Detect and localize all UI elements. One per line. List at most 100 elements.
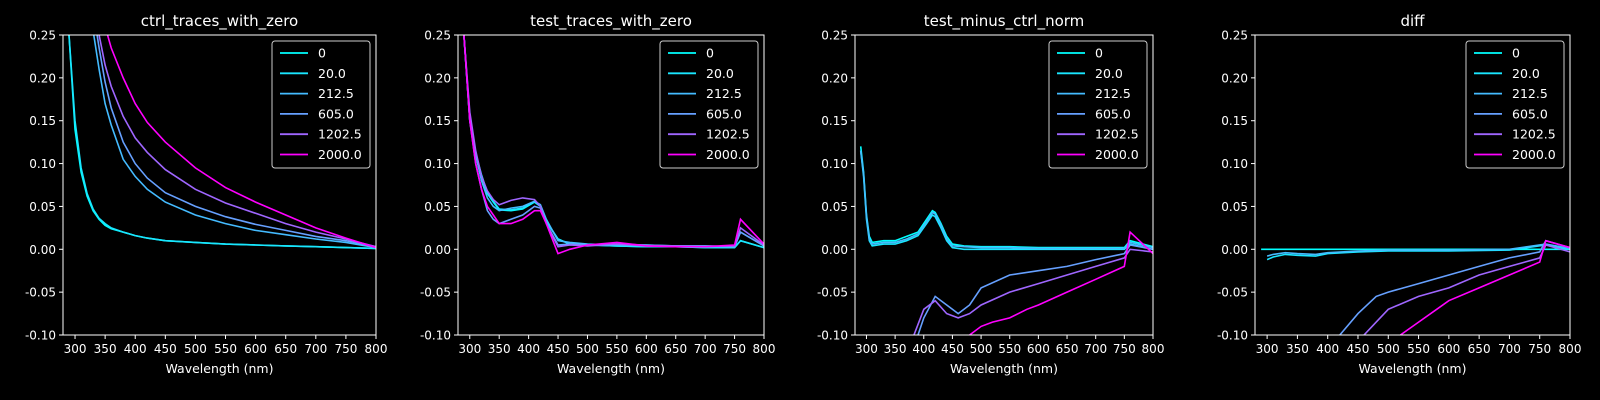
- y-tick-label: 0.25: [821, 29, 848, 43]
- x-tick-label: 600: [1027, 342, 1050, 356]
- legend-label: 20.0: [1095, 66, 1123, 81]
- x-tick-label: 300: [1256, 342, 1279, 356]
- legend-label: 1202.5: [1095, 127, 1139, 142]
- series-group: [1261, 239, 1570, 335]
- y-tick-label: 0.00: [424, 243, 451, 257]
- x-tick-label: 550: [1407, 342, 1430, 356]
- y-tick-label: 0.10: [821, 157, 848, 171]
- legend-label: 0: [318, 46, 326, 61]
- y-tick-label: -0.05: [817, 286, 848, 300]
- chart-panel-3: test_minus_ctrl_norm -0.10 -0.05 0.00 0.05 0.…: [817, 12, 1165, 376]
- x-tick-label: 700: [1084, 342, 1107, 356]
- legend-label: 20.0: [706, 66, 734, 81]
- x-tick-label: 650: [274, 342, 297, 356]
- y-tick-label: 0.05: [821, 200, 848, 214]
- y-tick-label: 0.00: [821, 243, 848, 257]
- x-tick-label: 400: [1316, 342, 1339, 356]
- x-axis-label: Wavelength (nm): [166, 361, 274, 376]
- series-line-212.5: [92, 35, 376, 249]
- legend: 0 20.0 212.5 605.0 1202.5 2000.0: [1048, 40, 1148, 169]
- y-tick-label: 0.20: [424, 71, 451, 85]
- series-group: [859, 146, 1153, 335]
- y-tick-label: 0.05: [1221, 200, 1248, 214]
- x-axis-label: Wavelength (nm): [557, 361, 665, 376]
- series-line-212.5: [859, 150, 1153, 250]
- x-tick-label: 800: [1142, 342, 1165, 356]
- x-tick-label: 600: [1437, 342, 1460, 356]
- y-tick-label: -0.05: [420, 286, 451, 300]
- legend: 0 20.0 212.5 605.0 1202.5 2000.0: [271, 40, 371, 169]
- chart-panel-4: diff -0.10 -0.05 0.00 0.05 0.10 0.15 0.20 0.25 30…: [1217, 12, 1582, 376]
- chart-title: diff: [1400, 12, 1425, 30]
- x-tick-label: 650: [1468, 342, 1491, 356]
- legend: 0 20.0 212.5 605.0 1202.5 2000.0: [1465, 40, 1565, 169]
- legend-label: 2000.0: [318, 147, 362, 162]
- y-tick-label: 0.05: [29, 200, 56, 214]
- x-tick-label: 650: [1056, 342, 1079, 356]
- x-tick-label: 500: [1377, 342, 1400, 356]
- x-tick-label: 800: [753, 342, 776, 356]
- y-tick-label: 0.15: [821, 114, 848, 128]
- legend-label: 1202.5: [318, 127, 362, 142]
- x-tick-label: 400: [912, 342, 935, 356]
- x-tick-label: 750: [723, 342, 746, 356]
- x-tick-label: 750: [1113, 342, 1136, 356]
- x-tick-label: 300: [855, 342, 878, 356]
- y-tick-label: -0.10: [420, 329, 451, 343]
- x-tick-label: 300: [458, 342, 481, 356]
- x-tick-label: 350: [1286, 342, 1309, 356]
- legend-label: 605.0: [1095, 106, 1131, 121]
- x-tick-label: 550: [605, 342, 628, 356]
- y-tick-label: 0.00: [1221, 243, 1248, 257]
- x-axis-label: Wavelength (nm): [1359, 361, 1467, 376]
- x-tick-label: 500: [184, 342, 207, 356]
- chart-panel-2: test_traces_with_zero -0.10 -0.05 0.00 0.05 0…: [420, 12, 776, 376]
- x-tick-label: 650: [664, 342, 687, 356]
- y-tick-label: -0.10: [25, 329, 56, 343]
- series-line-2000.0: [106, 35, 376, 249]
- legend-label: 1202.5: [706, 127, 750, 142]
- chart-title: test_minus_ctrl_norm: [924, 12, 1085, 31]
- legend-label: 212.5: [1512, 86, 1548, 101]
- y-tick-label: 0.20: [821, 71, 848, 85]
- series-line-20.0: [859, 150, 1153, 251]
- legend-label: 212.5: [1095, 86, 1131, 101]
- x-tick-label: 800: [1559, 342, 1582, 356]
- x-tick-label: 550: [998, 342, 1021, 356]
- series-line-1202.5: [913, 248, 1153, 335]
- y-tick-label: 0.05: [424, 200, 451, 214]
- legend-label: 212.5: [706, 86, 742, 101]
- plot-frame: [457, 34, 765, 336]
- y-tick-label: 0.25: [29, 29, 56, 43]
- plot-frame: [854, 34, 1154, 336]
- legend-label: 605.0: [706, 106, 742, 121]
- plot-frame: [1254, 34, 1571, 336]
- legend-label: 0: [1512, 46, 1520, 61]
- legend: 0 20.0 212.5 605.0 1202.5 2000.0: [659, 40, 759, 169]
- chart-title: test_traces_with_zero: [530, 12, 692, 31]
- x-tick-label: 300: [64, 342, 87, 356]
- series-line-605.0: [96, 35, 376, 248]
- x-tick-label: 500: [576, 342, 599, 356]
- x-tick-label: 550: [214, 342, 237, 356]
- y-tick-label: 0.20: [29, 71, 56, 85]
- legend-label: 212.5: [318, 86, 354, 101]
- x-tick-label: 400: [517, 342, 540, 356]
- legend-label: 605.0: [1512, 106, 1548, 121]
- x-tick-label: 700: [694, 342, 717, 356]
- legend-label: 2000.0: [1095, 147, 1139, 162]
- y-tick-label: -0.10: [817, 329, 848, 343]
- plot-frame: [62, 34, 377, 336]
- y-tick-label: 0.15: [29, 114, 56, 128]
- legend-label: 2000.0: [706, 147, 750, 162]
- x-tick-label: 600: [244, 342, 267, 356]
- series-line-605.0: [1339, 239, 1570, 335]
- x-tick-label: 350: [884, 342, 907, 356]
- y-tick-label: 0.15: [424, 114, 451, 128]
- chart-title: ctrl_traces_with_zero: [141, 12, 298, 31]
- x-tick-label: 800: [365, 342, 388, 356]
- x-tick-label: 400: [124, 342, 147, 356]
- y-tick-label: 0.25: [1221, 29, 1248, 43]
- y-tick-label: 0.20: [1221, 71, 1248, 85]
- x-tick-label: 700: [304, 342, 327, 356]
